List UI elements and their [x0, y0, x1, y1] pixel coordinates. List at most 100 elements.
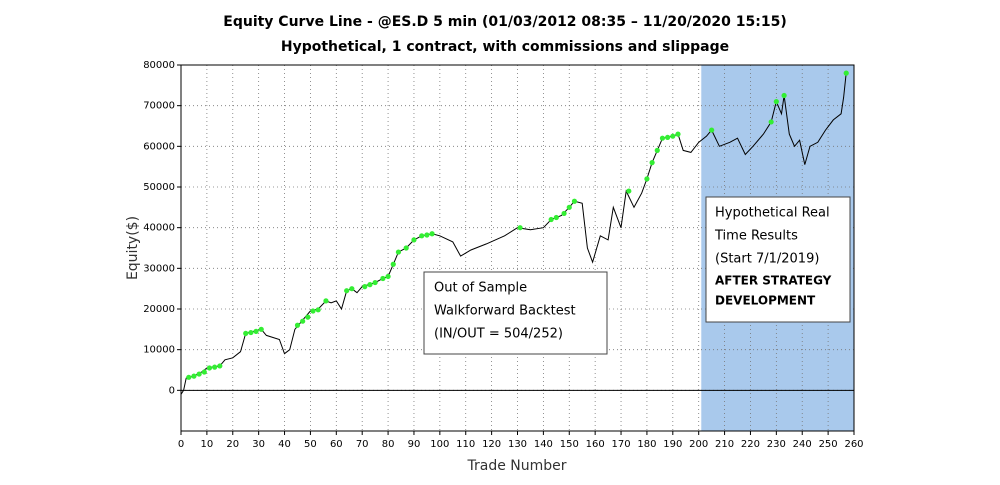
new-high-marker — [553, 214, 559, 221]
x-tick-label: 90 — [408, 439, 421, 450]
new-high-marker — [843, 70, 849, 76]
annotation-text: Hypothetical Real — [715, 206, 830, 221]
new-high-marker — [626, 188, 632, 194]
new-high-marker — [310, 308, 316, 314]
new-high-marker — [367, 282, 373, 288]
y-tick-label: 40000 — [143, 223, 175, 234]
x-tick-label: 30 — [252, 439, 265, 450]
new-high-marker — [380, 275, 386, 282]
new-high-marker — [196, 371, 202, 377]
new-high-marker — [206, 365, 213, 371]
new-high-marker — [561, 210, 567, 217]
y-tick-label: 0 — [169, 385, 175, 396]
new-high-marker — [243, 330, 249, 336]
y-tick-label: 10000 — [143, 345, 175, 356]
x-tick-label: 10 — [201, 439, 214, 450]
x-tick-label: 210 — [715, 439, 734, 450]
x-tick-label: 180 — [637, 439, 656, 450]
new-high-marker — [773, 99, 779, 105]
new-high-marker — [349, 286, 355, 292]
x-tick-label: 160 — [586, 439, 605, 450]
new-high-marker — [372, 279, 378, 286]
x-axis-label: Trade Number — [466, 458, 566, 474]
new-high-marker — [253, 328, 259, 334]
annotation-text: Walkforward Backtest — [434, 304, 576, 319]
chart-title: Equity Curve Line - @ES.D 5 min (01/03/2… — [223, 14, 786, 30]
new-high-marker — [300, 318, 306, 324]
x-tick-label: 260 — [844, 439, 863, 450]
x-tick-label: 230 — [767, 439, 786, 450]
annotation-text: (IN/OUT = 504/252) — [434, 327, 563, 342]
y-tick-label: 20000 — [143, 304, 175, 315]
new-high-marker — [424, 232, 430, 238]
x-tick-label: 200 — [689, 439, 708, 450]
new-high-marker — [665, 134, 671, 140]
new-high-marker — [670, 133, 676, 139]
new-high-marker — [294, 322, 301, 328]
annotation-text: AFTER STRATEGY — [715, 274, 832, 288]
x-tick-label: 110 — [456, 439, 475, 450]
new-high-marker — [186, 374, 192, 380]
x-tick-label: 40 — [278, 439, 291, 450]
new-high-marker — [781, 92, 787, 99]
annotation-text: Out of Sample — [434, 281, 527, 296]
annotations: Out of Sample Walkforward Backtest (IN/O… — [423, 196, 851, 355]
new-high-marker — [258, 326, 264, 332]
x-tick-label: 130 — [508, 439, 527, 450]
new-high-marker — [212, 364, 218, 370]
new-high-marker — [517, 225, 523, 231]
equity-line — [180, 73, 847, 395]
y-tick-label: 50000 — [143, 182, 175, 193]
x-tick-label: 100 — [430, 439, 449, 450]
new-high-marker — [644, 176, 650, 182]
new-high-marker — [411, 237, 417, 243]
x-tick-label: 70 — [356, 439, 369, 450]
x-tick-label: 190 — [663, 439, 682, 450]
annotation-text: DEVELOPMENT — [715, 294, 816, 308]
new-high-marker — [217, 363, 223, 369]
x-tick-label: 140 — [534, 439, 553, 450]
x-tick-label: 20 — [226, 439, 239, 450]
x-tick-label: 50 — [304, 439, 317, 450]
x-tick-label: 0 — [178, 439, 184, 450]
new-high-marker — [419, 233, 425, 239]
new-high-marker — [395, 249, 402, 255]
new-high-marker — [201, 369, 207, 375]
annotation-box — [705, 196, 851, 323]
annotation-box — [423, 271, 608, 355]
x-tick-label: 250 — [819, 439, 838, 450]
y-tick-label: 30000 — [143, 263, 175, 274]
new-high-marker — [566, 204, 572, 210]
new-high-marker — [248, 329, 254, 336]
new-high-marker — [305, 314, 311, 320]
x-tick-label: 60 — [330, 439, 343, 450]
plot-frame — [180, 64, 855, 432]
x-tick-label: 170 — [611, 439, 630, 450]
y-tick-label: 80000 — [143, 60, 175, 71]
new-high-marker — [403, 245, 409, 251]
chart-subtitle: Hypothetical, 1 contract, with commissio… — [281, 39, 729, 55]
new-high-marker — [429, 231, 435, 237]
x-tick-label: 80 — [382, 439, 395, 450]
y-tick-label: 60000 — [143, 141, 175, 152]
new-high-marker — [659, 135, 666, 141]
x-tick-label: 150 — [560, 439, 579, 450]
y-axis-label: Equity($) — [125, 216, 141, 280]
y-tick-label: 70000 — [143, 101, 175, 112]
new-high-marker — [709, 127, 715, 133]
new-high-marker — [571, 198, 578, 204]
annotation-text: (Start 7/1/2019) — [715, 252, 819, 267]
new-high-marker — [385, 273, 391, 280]
new-high-marker — [649, 160, 655, 166]
new-high-marker — [191, 373, 197, 379]
new-high-marker — [315, 307, 321, 313]
new-high-marker — [654, 147, 660, 153]
new-high-marker — [390, 261, 396, 267]
new-high-marker — [768, 119, 774, 125]
x-tick-label: 240 — [793, 439, 812, 450]
new-high-marker — [675, 131, 681, 137]
x-tick-label: 120 — [482, 439, 501, 450]
x-tick-label: 220 — [741, 439, 760, 450]
new-high-marker — [548, 216, 554, 223]
